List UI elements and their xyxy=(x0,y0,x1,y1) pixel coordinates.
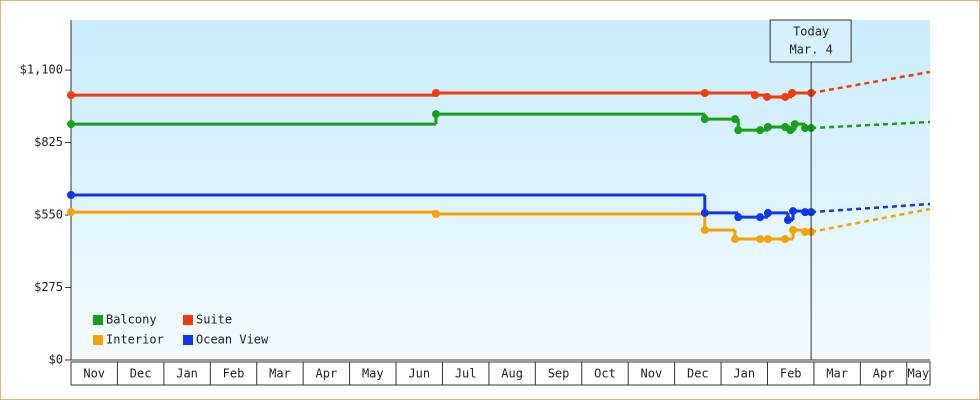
x-tick-label: Mar xyxy=(269,367,291,381)
legend-label: Interior xyxy=(106,333,164,347)
x-tick-label: Apr xyxy=(873,367,895,381)
forecast-line xyxy=(810,70,931,95)
point xyxy=(763,123,772,132)
point xyxy=(431,89,440,98)
x-tick-label: Aug xyxy=(501,367,523,381)
x-tick-label: Jul xyxy=(455,367,477,381)
y-tick-label: $1,100 xyxy=(20,63,63,77)
point xyxy=(781,235,790,244)
x-tick-label: Sep xyxy=(548,367,570,381)
point xyxy=(789,207,798,216)
y-tick-label: $825 xyxy=(34,135,63,149)
point xyxy=(750,91,759,100)
forecast-line xyxy=(811,202,931,214)
y-tick-label: $0 xyxy=(49,353,63,367)
point xyxy=(786,126,795,135)
point xyxy=(700,115,709,124)
point xyxy=(730,235,739,244)
today-label: Mar. 4 xyxy=(789,43,832,57)
legend-label: Balcony xyxy=(106,313,157,327)
point xyxy=(67,91,75,100)
x-tick-label: Oct xyxy=(594,367,616,381)
legend-swatch xyxy=(93,335,103,345)
point xyxy=(788,89,797,98)
point xyxy=(781,92,790,101)
today-label: Today xyxy=(793,25,829,39)
y-tick-label: $550 xyxy=(34,208,63,222)
x-tick-label: Jun xyxy=(408,367,430,381)
x-tick-label: May xyxy=(362,367,384,381)
point xyxy=(431,110,440,119)
today-box xyxy=(769,19,852,63)
y-tick-label: $275 xyxy=(34,280,63,294)
point xyxy=(700,89,709,98)
legend-label: Suite xyxy=(196,313,232,327)
x-tick-label: Feb xyxy=(780,367,802,381)
x-tick-label: May xyxy=(908,367,930,381)
point xyxy=(700,226,709,235)
point xyxy=(730,115,739,124)
plot-area xyxy=(71,20,930,360)
point xyxy=(67,208,75,217)
x-tick-label: Mar xyxy=(826,367,848,381)
legend-swatch xyxy=(183,335,193,345)
point xyxy=(431,209,440,218)
x-tick-label: Dec xyxy=(130,367,152,381)
point xyxy=(734,213,743,222)
x-tick-label: Apr xyxy=(316,367,338,381)
point xyxy=(783,216,792,225)
x-tick-label: Nov xyxy=(83,367,105,381)
forecast-line xyxy=(810,207,931,234)
point xyxy=(763,92,772,101)
point xyxy=(789,226,798,235)
point xyxy=(790,120,799,129)
point xyxy=(801,227,810,236)
point xyxy=(756,213,765,222)
x-tick-label: Jan xyxy=(733,367,755,381)
legend-swatch xyxy=(183,315,193,325)
point xyxy=(801,208,810,217)
forecast-line xyxy=(811,120,931,130)
x-tick-label: Feb xyxy=(223,367,245,381)
point xyxy=(801,124,810,133)
point xyxy=(763,208,772,217)
legend-label: Ocean View xyxy=(196,333,269,347)
legend-swatch xyxy=(93,315,103,325)
point xyxy=(756,126,765,135)
x-tick-label: Jan xyxy=(176,367,198,381)
point xyxy=(734,126,743,135)
point xyxy=(756,235,765,244)
point xyxy=(700,208,709,217)
point xyxy=(67,120,75,129)
point xyxy=(67,191,75,200)
x-tick-label: Dec xyxy=(687,367,709,381)
point xyxy=(763,235,772,244)
x-tick-label: Nov xyxy=(641,367,663,381)
